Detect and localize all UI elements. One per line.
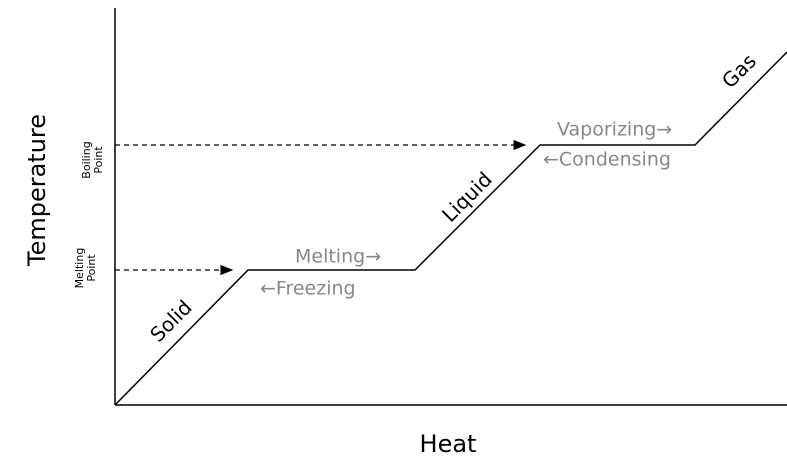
- y-axis-label: Temperature: [23, 114, 51, 267]
- transition-label: Vaporizing→: [557, 119, 672, 141]
- x-axis-label: Heat: [420, 430, 477, 458]
- transition-label: ←Freezing: [260, 278, 356, 300]
- phase-label: Gas: [717, 49, 761, 93]
- phase-label: Solid: [145, 295, 196, 346]
- melting-label: Point: [85, 254, 98, 282]
- melting-label: Melting: [73, 248, 86, 289]
- curve: [114, 51, 787, 406]
- boiling-label: Boiling: [80, 141, 93, 178]
- transition-label: Melting→: [295, 246, 381, 268]
- boiling-label: Point: [92, 146, 105, 174]
- transition-label: ←Condensing: [543, 149, 671, 171]
